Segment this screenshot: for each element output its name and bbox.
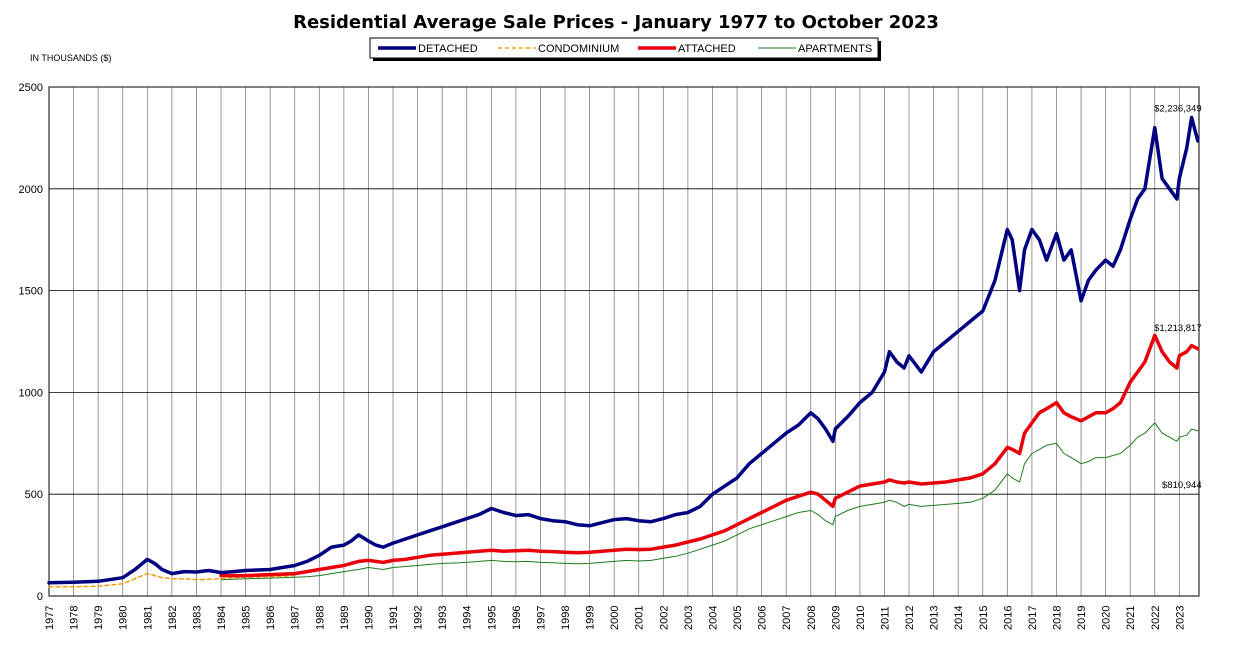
x-tick-label: 1977 <box>44 606 56 630</box>
x-tick-label: 1992 <box>413 606 425 630</box>
series-layer <box>47 115 1200 588</box>
x-tick-label: 2010 <box>855 606 867 630</box>
x-tick-label: 2003 <box>683 606 695 630</box>
x-tick-label: 1991 <box>388 606 400 630</box>
x-tick-label: 2014 <box>953 606 965 630</box>
x-tick-label: 2021 <box>1125 606 1137 630</box>
x-tick-label: 1985 <box>241 606 253 630</box>
chart-title: Residential Average Sale Prices - Januar… <box>293 12 939 33</box>
x-tick-label: 2000 <box>609 606 621 630</box>
x-tick-label: 1988 <box>314 606 326 630</box>
x-tick-label: 2022 <box>1150 606 1162 630</box>
series-line-condominium <box>48 572 296 588</box>
x-tick-label: 1999 <box>585 606 597 630</box>
x-tick-label: 2017 <box>1027 606 1039 630</box>
y-tick-label: 1000 <box>19 387 43 399</box>
legend-label-condominium: CONDOMINIUM <box>538 43 619 55</box>
x-tick-label: 2007 <box>781 606 793 630</box>
annotations: $2,236,349 $1,213,817 $810,944 <box>1154 103 1202 491</box>
legend-label-attached: ATTACHED <box>678 43 736 55</box>
x-tick-label: 2019 <box>1076 606 1088 630</box>
x-tick-label: 1981 <box>142 606 154 630</box>
x-tick-label: 1998 <box>560 606 572 630</box>
y-axis-label: IN THOUSANDS ($) <box>30 53 111 63</box>
x-tick-label: 1979 <box>93 606 105 630</box>
x-tick-label: 1993 <box>437 606 449 630</box>
x-axis: 1977 1978 1979 1980 1981 1982 1983 1984 1985 1986… <box>44 606 1186 630</box>
x-tick-label: 1986 <box>265 606 277 630</box>
x-tick-label: 2005 <box>732 606 744 630</box>
x-tick-label: 2012 <box>904 606 916 630</box>
x-tick-label: 1997 <box>535 606 547 630</box>
x-tick-label: 2008 <box>806 606 818 630</box>
legend-box <box>369 37 879 59</box>
y-axis: 0 500 1000 1500 2000 2500 <box>19 82 43 603</box>
y-tick-label: 2500 <box>19 82 43 94</box>
x-tick-label: 1990 <box>363 606 375 630</box>
value-annotation: $1,213,817 <box>1154 323 1202 334</box>
x-tick-label: 1987 <box>290 606 302 630</box>
y-tick-label: 1500 <box>19 286 43 298</box>
x-tick-label: 2009 <box>830 606 842 630</box>
x-tick-label: 2018 <box>1051 606 1063 630</box>
series-line-attached <box>219 333 1200 578</box>
legend: DETACHED CONDOMINIUM ATTACHED APARTMENTS <box>369 37 881 61</box>
x-tick-label: 2002 <box>658 606 670 630</box>
x-tick-label: 2023 <box>1174 606 1186 630</box>
x-tick-label: 1984 <box>216 606 228 630</box>
y-tick-label: 500 <box>25 489 43 501</box>
y-tick-label: 0 <box>37 591 43 603</box>
legend-label-apartments: APARTMENTS <box>798 43 872 55</box>
x-tick-label: 2011 <box>879 606 891 630</box>
x-tick-label: 1996 <box>511 606 523 630</box>
series-line-detached <box>47 115 1200 585</box>
series-line-apartments <box>220 422 1199 581</box>
legend-label-detached: DETACHED <box>418 43 478 55</box>
grid <box>48 86 1200 597</box>
x-tick-label: 1995 <box>486 606 498 630</box>
x-tick-label: 1982 <box>167 606 179 630</box>
x-tick-label: 2006 <box>757 606 769 630</box>
x-tick-label: 1989 <box>339 606 351 630</box>
x-tick-label: 2013 <box>929 606 941 630</box>
x-tick-label: 2020 <box>1101 606 1113 630</box>
x-tick-label: 1994 <box>462 606 474 630</box>
x-tick-label: 1978 <box>69 606 81 630</box>
value-annotation: $2,236,349 <box>1154 103 1202 114</box>
x-tick-label: 2001 <box>634 606 646 630</box>
x-tick-label: 1980 <box>118 606 130 630</box>
y-tick-label: 2000 <box>19 184 43 196</box>
value-annotation: $810,944 <box>1162 480 1202 491</box>
x-tick-label: 1983 <box>191 606 203 630</box>
x-tick-label: 2015 <box>978 606 990 630</box>
x-tick-label: 2004 <box>707 606 719 630</box>
x-tick-label: 2016 <box>1002 606 1014 630</box>
